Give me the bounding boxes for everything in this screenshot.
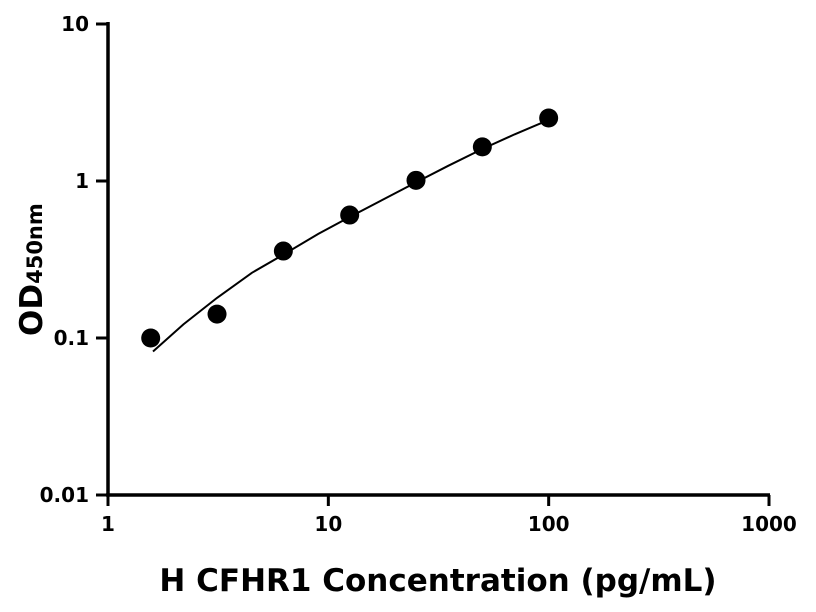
y-axis-title-subscript: 450nm: [23, 203, 47, 284]
x-tick-label: 100: [528, 512, 570, 536]
data-point: [472, 137, 492, 157]
x-tick-label: 1000: [741, 512, 797, 536]
x-axis-title: H CFHR1 Concentration (pg/mL): [159, 563, 716, 599]
x-tick-label: 10: [314, 512, 342, 536]
y-axis-title-main: OD: [14, 284, 50, 336]
data-point: [273, 241, 293, 261]
data-point: [539, 108, 559, 128]
y-tick-label: 0.01: [40, 483, 89, 507]
y-tick-label: 0.1: [54, 326, 89, 350]
x-tick-label: 1: [101, 512, 115, 536]
y-tick-label: 10: [61, 12, 89, 36]
data-point: [340, 205, 360, 225]
data-point: [207, 304, 227, 324]
y-axis-title: OD450nm: [14, 203, 50, 336]
y-tick-label: 1: [75, 169, 89, 193]
data-point: [406, 170, 426, 190]
data-point: [141, 328, 161, 348]
